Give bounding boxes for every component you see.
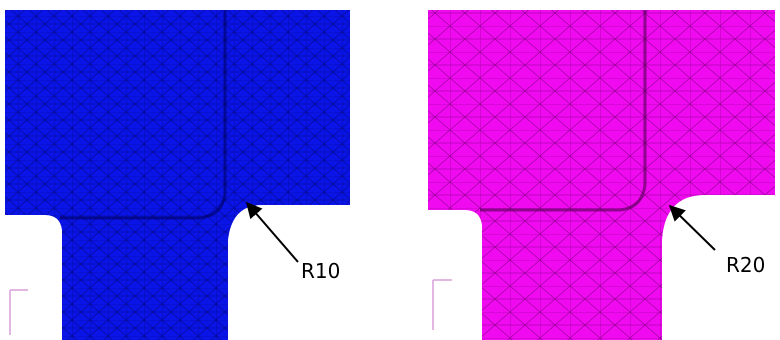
arrow xyxy=(247,203,298,262)
figure: R10 R20 xyxy=(0,0,780,340)
radius-label: R10 xyxy=(301,259,340,283)
page: R10 R20 (() => { const data = JSON.parse… xyxy=(0,0,780,340)
panel-right: R20 xyxy=(428,10,775,340)
axis-triad xyxy=(10,290,28,335)
axis-triad xyxy=(433,280,452,330)
radius-label: R20 xyxy=(726,253,765,277)
arrow xyxy=(670,206,715,250)
panel-left: R10 xyxy=(5,10,350,340)
mesh-lines xyxy=(5,10,350,340)
mesh-lines xyxy=(428,10,775,340)
